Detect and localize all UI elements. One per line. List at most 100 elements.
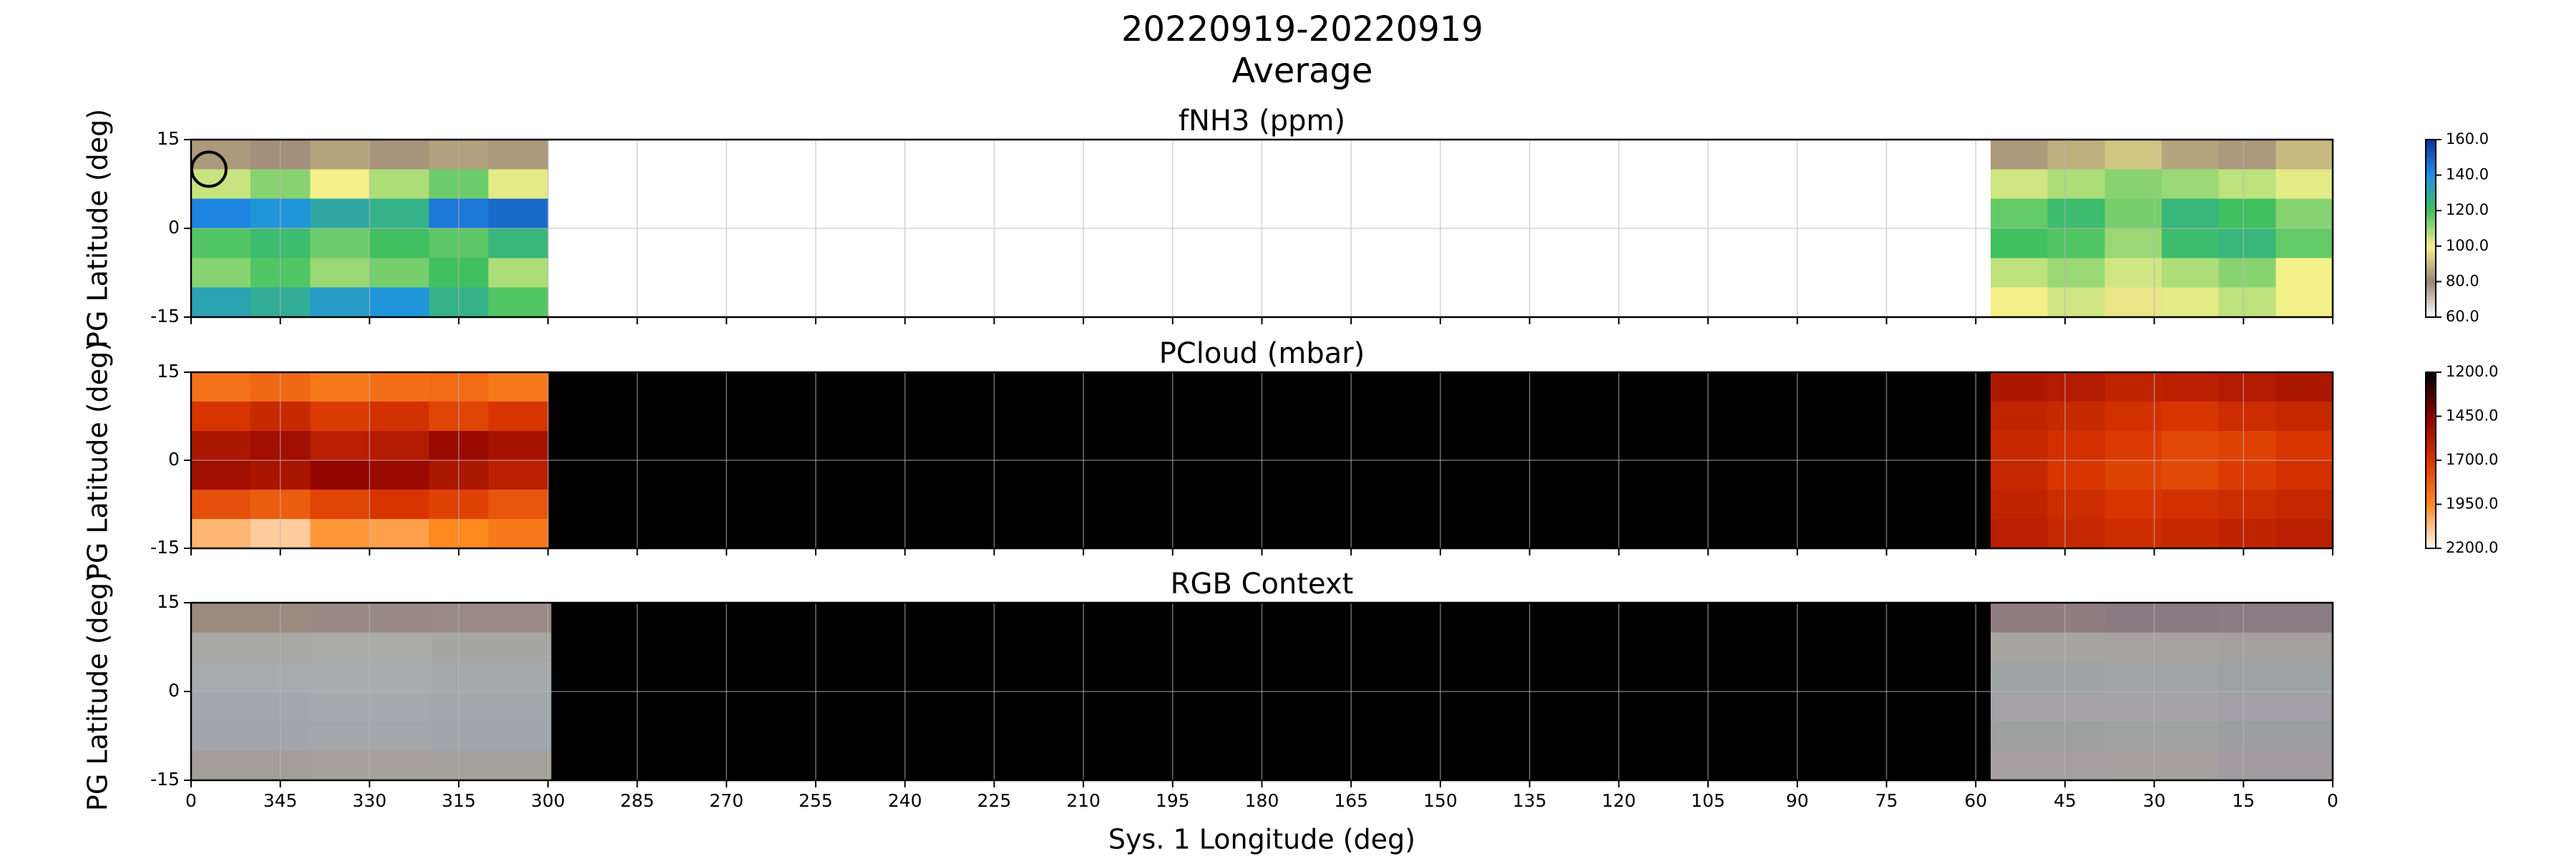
colorbar-step xyxy=(2426,180,2436,185)
colorbar-step xyxy=(2426,222,2436,226)
heatmap-cell xyxy=(2104,140,2162,170)
heatmap-cell xyxy=(2047,519,2105,549)
x-tick-label: 135 xyxy=(1513,790,1547,811)
colorbar-step xyxy=(2426,154,2436,158)
heatmap-cell xyxy=(431,691,552,722)
colorbar-step xyxy=(2426,466,2436,470)
x-tick-label: 240 xyxy=(888,790,922,811)
colorbar-step xyxy=(2426,530,2436,535)
colorbar-step xyxy=(2426,263,2436,268)
x-tick-label: 225 xyxy=(977,790,1012,811)
heatmap-cell xyxy=(1990,721,2105,752)
heatmap-cell xyxy=(488,140,549,170)
colorbar-step xyxy=(2426,392,2436,397)
heatmap-cell xyxy=(2047,402,2105,432)
heatmap-cell xyxy=(369,460,430,490)
colorbar-tick-label: 1700.0 xyxy=(2446,451,2498,468)
heatmap-cell xyxy=(2218,258,2276,288)
colorbar-step xyxy=(2426,293,2436,297)
heatmap-cell xyxy=(2275,140,2333,170)
heatmap-cell xyxy=(2104,691,2220,722)
heatmap-cell xyxy=(369,287,430,318)
y-axis-label: PG Latitude (deg) xyxy=(82,109,114,348)
x-tick-label: 90 xyxy=(1786,790,1809,811)
heatmap-cell xyxy=(2218,490,2276,520)
heatmap-cell xyxy=(488,519,549,549)
colorbar-step xyxy=(2426,311,2436,315)
heatmap-cell xyxy=(1990,140,2049,170)
colorbar-step xyxy=(2426,269,2436,273)
heatmap-cell xyxy=(2161,490,2220,520)
colorbar-step xyxy=(2426,314,2436,318)
heatmap-cell xyxy=(1990,490,2049,520)
heatmap-cell xyxy=(2161,402,2220,432)
y-tick-label: 15 xyxy=(157,591,180,612)
heatmap-cell xyxy=(2275,431,2333,461)
heatmap-cell xyxy=(2047,372,2105,402)
heatmap-cell xyxy=(191,431,251,461)
colorbar-step xyxy=(2426,255,2436,258)
colorbar-step xyxy=(2426,237,2436,241)
colorbar-step xyxy=(2426,148,2436,152)
heatmap-cell xyxy=(2161,372,2220,402)
y-tick-label: 0 xyxy=(168,217,180,238)
colorbar-step xyxy=(2426,507,2436,511)
colorbar-step xyxy=(2426,472,2436,476)
heatmap-cell xyxy=(2218,228,2276,258)
heatmap-cell xyxy=(191,750,312,781)
heatmap-cell xyxy=(2047,490,2105,520)
colorbar-tick-label: 60.0 xyxy=(2446,308,2479,325)
y-axis-label: PG Latitude (deg) xyxy=(82,341,114,580)
x-tick-label: 300 xyxy=(531,790,565,811)
heatmap-cell xyxy=(369,228,430,258)
heatmap-cell xyxy=(488,372,549,402)
heatmap-cell xyxy=(2275,519,2333,549)
heatmap-cell xyxy=(191,258,251,288)
x-tick-label: 60 xyxy=(1964,790,1987,811)
colorbar-step xyxy=(2426,208,2436,211)
heatmap-cell xyxy=(191,402,251,432)
marker xyxy=(190,150,228,188)
colorbar-step xyxy=(2426,190,2436,193)
colorbar-step xyxy=(2426,216,2436,220)
heatmap-cell xyxy=(2161,140,2220,170)
heatmap-cell xyxy=(488,169,549,200)
heatmap-cell xyxy=(311,661,431,692)
heatmap-cell xyxy=(191,372,251,402)
colorbar-step xyxy=(2426,198,2436,203)
heatmap-cell xyxy=(2218,721,2333,752)
heatmap-cell xyxy=(2047,258,2105,288)
colorbar-step xyxy=(2426,273,2436,276)
colorbar-step xyxy=(2426,246,2436,250)
heatmap-cell xyxy=(191,460,251,490)
colorbar-step xyxy=(2426,284,2436,288)
colorbar-step xyxy=(2426,290,2436,294)
x-tick-label: 15 xyxy=(2232,790,2255,811)
heatmap-cell xyxy=(2104,402,2162,432)
heatmap-cell xyxy=(311,691,431,722)
colorbar-step xyxy=(2426,404,2436,408)
heatmap-cell xyxy=(310,431,371,461)
colorbar-step xyxy=(2426,378,2436,382)
heatmap-cell xyxy=(2104,287,2162,318)
panel-title: fNH3 (ppm) xyxy=(1179,105,1345,137)
colorbar-step xyxy=(2426,381,2436,384)
heatmap-cell xyxy=(1990,372,2049,402)
heatmap-cell xyxy=(191,603,312,633)
x-tick-label: 210 xyxy=(1066,790,1101,811)
x-tick-label: 105 xyxy=(1691,790,1725,811)
colorbar-step xyxy=(2426,477,2436,482)
heatmap-cell xyxy=(488,228,549,258)
colorbar-step xyxy=(2426,308,2436,312)
colorbar-step xyxy=(2426,225,2436,229)
heatmap-cell xyxy=(431,721,552,752)
heatmap-cell xyxy=(2104,372,2162,402)
heatmap-cell xyxy=(431,750,552,781)
heatmap-cell xyxy=(488,198,549,229)
x-tick-label: 0 xyxy=(185,790,197,811)
colorbar-tick-label: 120.0 xyxy=(2446,201,2489,218)
colorbar-step xyxy=(2426,305,2436,309)
colorbar-step xyxy=(2426,440,2436,443)
colorbar-step xyxy=(2426,302,2436,306)
x-tick-label: 0 xyxy=(2327,790,2338,811)
